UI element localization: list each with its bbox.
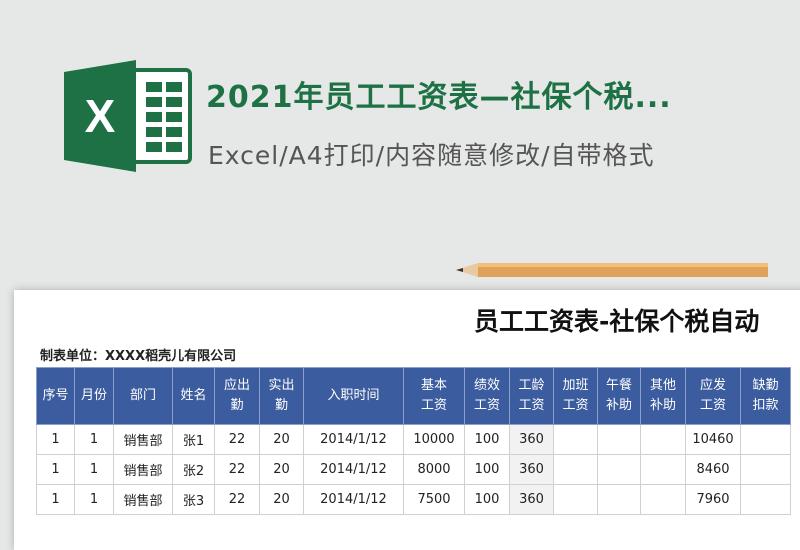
table-cell: 10000: [403, 424, 465, 455]
table-cell: [553, 484, 598, 515]
table-cell: 销售部: [113, 484, 173, 515]
sheet: 员工工资表-社保个税自动 制表单位：XXXX稻壳儿有限公司 序号 月份 部门 姓名 应出…: [14, 290, 800, 550]
pencil: [456, 263, 768, 277]
column-header-text: 应出勤: [223, 378, 250, 413]
column-header: 序号: [36, 367, 75, 425]
table-cell: 张1: [172, 424, 215, 455]
column-header-text: 实出勤: [268, 378, 295, 413]
table-cell: 销售部: [113, 454, 173, 485]
column-header-text: 应发工资: [699, 378, 726, 413]
table-cell: 360: [509, 484, 554, 515]
table-cell: 2014/1/12: [303, 454, 404, 485]
column-header-text: 基本工资: [420, 378, 447, 413]
subtitle: Excel/A4打印/内容随意修改/自带格式: [208, 141, 655, 170]
table-cell: [640, 454, 686, 485]
column-header: 月份: [74, 367, 114, 425]
table-cell: 张2: [172, 454, 215, 485]
table-cell: [597, 424, 641, 455]
table-cell: 20: [259, 454, 304, 485]
table-cell: 100: [464, 454, 510, 485]
column-header-text: 部门: [129, 388, 156, 403]
salary-table: 序号 月份 部门 姓名 应出勤 实出勤 入职时间 基本工资 绩效工资 工龄工资 加班工资 午餐补助 其他…: [36, 367, 791, 515]
table-cell: [740, 424, 791, 455]
column-header: 基本工资: [403, 367, 465, 425]
table-cell: 2014/1/12: [303, 424, 404, 455]
table-cell: 100: [464, 424, 510, 455]
table-cell: 8460: [685, 454, 741, 485]
table-cell: [640, 484, 686, 515]
table-cell: 10460: [685, 424, 741, 455]
column-header: 工龄工资: [509, 367, 554, 425]
table-cell: [640, 424, 686, 455]
table-cell: 1: [36, 424, 75, 455]
table-cell: [597, 454, 641, 485]
column-header-text: 绩效工资: [473, 378, 500, 413]
column-header-text: 其他补助: [649, 378, 676, 413]
excel-logo: X: [64, 60, 192, 172]
table-cell: 张3: [172, 484, 215, 515]
header-row: 序号 月份 部门 姓名 应出勤 实出勤 入职时间 基本工资 绩效工资 工龄工资 加班工资 午餐补助 其他…: [36, 367, 791, 425]
table-cell: 20: [259, 424, 304, 455]
column-header-text: 加班工资: [562, 378, 589, 413]
table-cell: 7500: [403, 484, 465, 515]
table-cell: 1: [74, 484, 114, 515]
table-row: 1 1 销售部 张3 22 20 2014/1/12 7500 100 360 7960: [36, 484, 791, 515]
table-cell: 22: [214, 424, 260, 455]
column-header: 加班工资: [553, 367, 598, 425]
table-cell: [597, 484, 641, 515]
table-cell: 7960: [685, 484, 741, 515]
table-cell: [740, 484, 791, 515]
column-header: 应发工资: [685, 367, 741, 425]
table-cell: 1: [36, 454, 75, 485]
column-header: 应出勤: [214, 367, 260, 425]
table-cell: 360: [509, 454, 554, 485]
table-cell: 360: [509, 424, 554, 455]
table-cell: 22: [214, 454, 260, 485]
table-cell: 22: [214, 484, 260, 515]
column-header: 缺勤扣款: [740, 367, 791, 425]
column-header-text: 入职时间: [327, 388, 380, 403]
table-cell: 销售部: [113, 424, 173, 455]
table-cell: 2014/1/12: [303, 484, 404, 515]
page: {"header": {"title": "2021年员工工资表—社保个税...…: [14, 60, 800, 550]
column-header-text: 午餐补助: [605, 378, 632, 413]
column-header: 午餐补助: [597, 367, 641, 425]
table-cell: 1: [74, 424, 114, 455]
column-header-text: 缺勤扣款: [752, 378, 779, 413]
table-cell: 8000: [403, 454, 465, 485]
sheet-title: 员工工资表-社保个税自动: [474, 307, 760, 336]
table-cell: [740, 454, 791, 485]
table-cell: 1: [74, 454, 114, 485]
column-header: 部门: [113, 367, 173, 425]
column-header-text: 姓名: [180, 388, 207, 403]
column-header: 实出勤: [259, 367, 304, 425]
column-header-text: 序号: [42, 388, 69, 403]
table-cell: [553, 454, 598, 485]
column-header: 入职时间: [303, 367, 404, 425]
column-header-text: 月份: [80, 388, 107, 403]
column-header: 其他补助: [640, 367, 686, 425]
table-row: 1 1 销售部 张1 22 20 2014/1/12 10000 100 360 10460: [36, 424, 791, 455]
table-cell: 100: [464, 484, 510, 515]
svg-text:X: X: [85, 90, 116, 142]
column-header-text: 工龄工资: [518, 378, 545, 413]
table-cell: [553, 424, 598, 455]
title: 2021年员工工资表—社保个税...: [206, 80, 672, 115]
table-row: 1 1 销售部 张2 22 20 2014/1/12 8000 100 360 8460: [36, 454, 791, 485]
column-header: 姓名: [172, 367, 215, 425]
table-cell: 1: [36, 484, 75, 515]
company: 制表单位：XXXX稻壳儿有限公司: [40, 349, 237, 364]
table-cell: 20: [259, 484, 304, 515]
column-header: 绩效工资: [464, 367, 510, 425]
